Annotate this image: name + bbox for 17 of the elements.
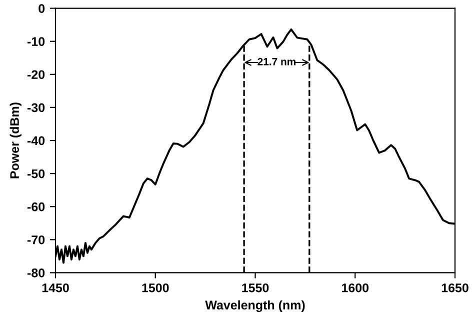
x-axis-title: Wavelength (nm): [205, 300, 305, 312]
y-tick-label: -20: [28, 70, 45, 80]
x-tick-label: 1650: [442, 283, 468, 292]
x-tick-label: 1450: [42, 283, 69, 292]
y-axis-title: Power (dBm): [10, 102, 22, 178]
y-tick-label: -10: [28, 37, 45, 46]
annotation: 21.7 nm: [258, 58, 296, 66]
y-tick-label: -30: [28, 103, 45, 112]
y-tick-label: 0: [38, 4, 45, 13]
x-tick-label: 1500: [142, 283, 169, 292]
x-tick-label: 1550: [242, 283, 269, 292]
y-tick-label: -80: [28, 268, 45, 278]
y-tick-label: -70: [28, 235, 45, 244]
y-tick-label: -40: [28, 136, 45, 146]
y-tick-label: -60: [28, 202, 45, 212]
x-tick-label: 1600: [342, 283, 369, 292]
y-tick-label: -50: [28, 169, 45, 178]
